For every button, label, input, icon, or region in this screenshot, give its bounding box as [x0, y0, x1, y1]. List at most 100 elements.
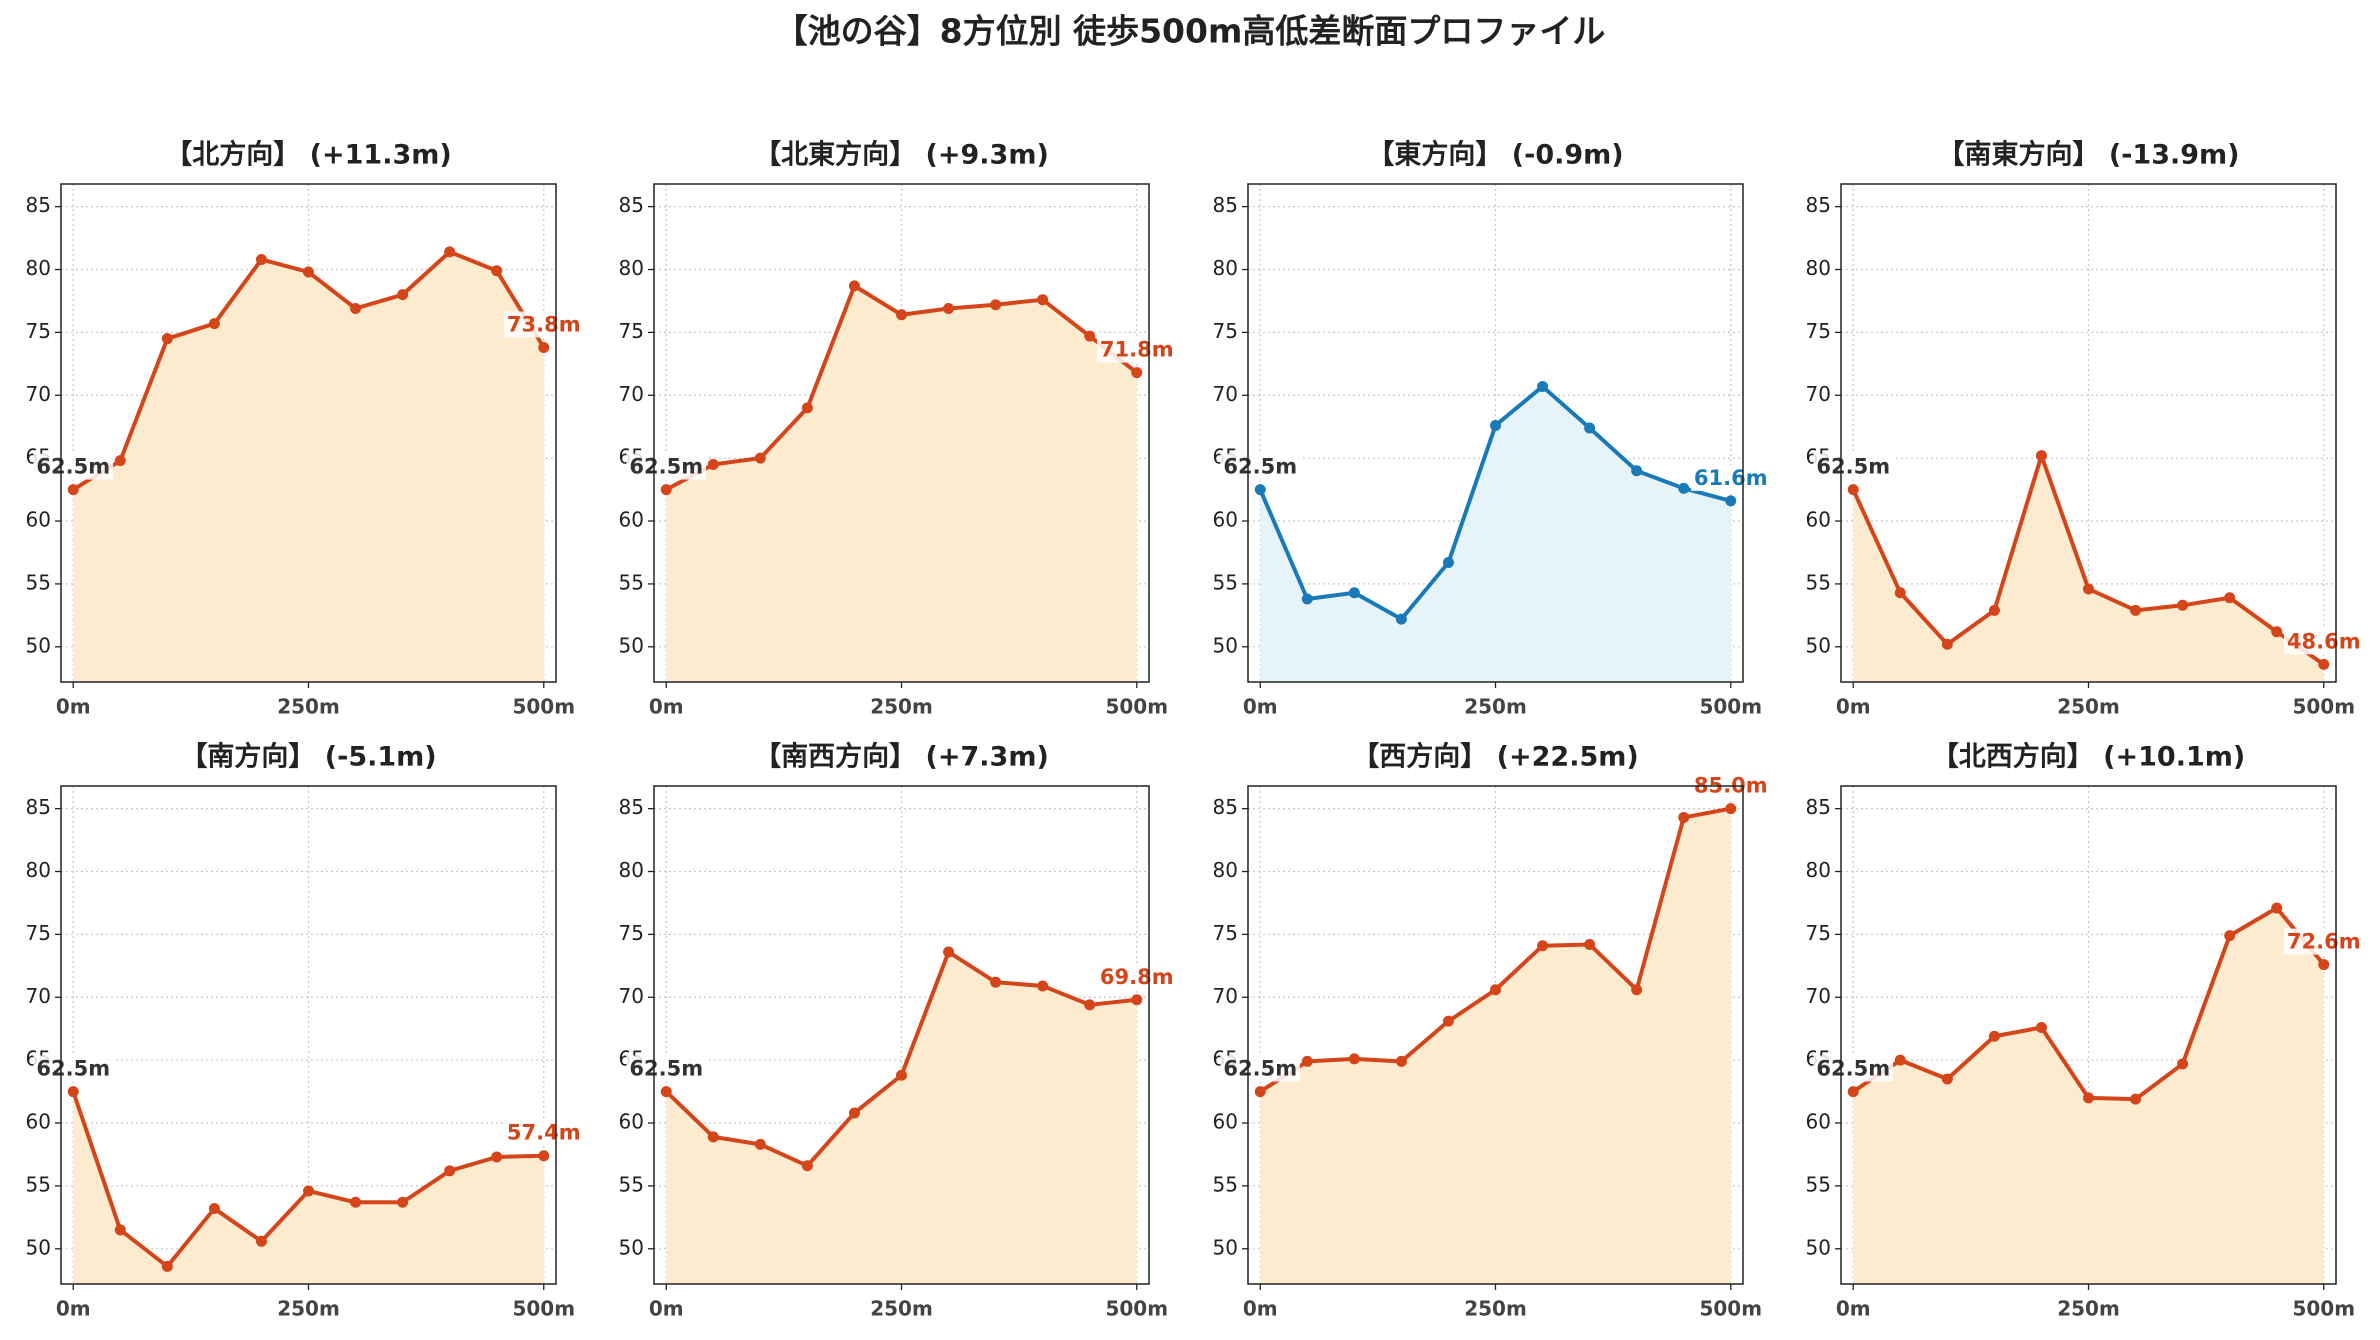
point [1084, 999, 1096, 1011]
value-label: 62.5m [36, 455, 110, 479]
y-tick-label: 75 [619, 921, 644, 945]
label-background [1096, 336, 1177, 363]
point [943, 946, 955, 958]
x-tick-label: 500m [2292, 1297, 2355, 1321]
y-tick-label: 55 [619, 570, 644, 594]
y-tick-label: 70 [26, 984, 51, 1008]
point [303, 266, 314, 278]
point [2130, 1093, 2142, 1105]
y-tick-label: 80 [1806, 256, 1831, 280]
label-background [2283, 928, 2364, 955]
point [1490, 984, 1501, 996]
point [1941, 638, 1953, 650]
subplot-title: 【北西方向】 (+10.1m) [1932, 741, 2245, 773]
subplot: 【南東方向】 (-13.9m)50556065707580850m250m500… [1806, 139, 2364, 719]
point [1678, 811, 1690, 823]
point [1442, 1015, 1454, 1027]
label-background [503, 311, 584, 338]
y-tick-label: 80 [26, 858, 51, 882]
point [1631, 984, 1643, 996]
y-tick-label: 85 [26, 795, 51, 819]
y-tick-label: 85 [1213, 795, 1238, 819]
x-tick-label: 0m [56, 1297, 91, 1321]
point [896, 309, 907, 321]
point [2177, 1058, 2189, 1070]
point [1678, 482, 1690, 494]
axes-frame [1840, 183, 2337, 683]
y-tick-label: 60 [1213, 1110, 1238, 1134]
x-tick-label: 0m [1243, 1297, 1278, 1321]
value-label: 73.8m [507, 312, 581, 336]
area [666, 285, 1137, 682]
area [1853, 455, 2324, 682]
label-background [1220, 1055, 1301, 1082]
y-tick-label: 70 [619, 984, 644, 1008]
point [990, 976, 1002, 988]
x-tick-label: 250m [870, 695, 933, 719]
y-tick-label: 60 [1806, 1110, 1831, 1134]
x-tick-label: 500m [1105, 695, 1168, 719]
point [303, 1185, 314, 1197]
point [1254, 484, 1266, 496]
subplot: 【西方向】 (+22.5m)50556065707580850m250m500m… [1213, 741, 1771, 1321]
value-label: 62.5m [1223, 1057, 1297, 1081]
x-tick-label: 500m [1105, 1297, 1168, 1321]
y-tick-label: 85 [1806, 795, 1831, 819]
value-label: 69.8m [1100, 965, 1174, 989]
x-tick-label: 500m [512, 1297, 575, 1321]
x-tick-label: 250m [870, 1297, 933, 1321]
point [2083, 1092, 2094, 1104]
point [2177, 599, 2189, 611]
point [255, 253, 267, 265]
x-tick-label: 500m [1699, 695, 1762, 719]
label-background [626, 1055, 707, 1082]
point [2224, 592, 2236, 604]
point [1894, 587, 1906, 599]
point [1894, 1054, 1906, 1066]
area [73, 251, 544, 682]
axes-frame [1247, 183, 1744, 683]
point [660, 1086, 672, 1098]
subplot: 【北東方向】 (+9.3m)50556065707580850m250m500m… [619, 139, 1177, 719]
point [491, 265, 503, 277]
y-tick-label: 70 [1806, 382, 1831, 406]
axes-frame [1247, 785, 1744, 1285]
y-tick-label: 50 [1213, 633, 1238, 657]
point [1301, 593, 1313, 605]
y-tick-label: 80 [1213, 256, 1238, 280]
y-tick-label: 55 [1213, 1172, 1238, 1196]
point [1254, 1086, 1266, 1098]
point [754, 452, 766, 464]
y-tick-label: 85 [1806, 193, 1831, 217]
value-label: 72.6m [2287, 930, 2361, 954]
point [801, 1160, 813, 1172]
y-tick-label: 70 [619, 382, 644, 406]
point [1131, 367, 1143, 379]
y-tick-label: 85 [619, 795, 644, 819]
value-label: 61.6m [1694, 466, 1768, 490]
x-tick-label: 250m [1464, 1297, 1527, 1321]
value-label: 62.5m [629, 1057, 703, 1081]
y-tick-label: 55 [1806, 570, 1831, 594]
value-label: 62.5m [1816, 455, 1890, 479]
y-tick-label: 55 [26, 570, 51, 594]
x-tick-label: 0m [56, 695, 91, 719]
value-label: 62.5m [1816, 1057, 1890, 1081]
x-tick-label: 500m [512, 695, 575, 719]
y-tick-label: 75 [26, 319, 51, 343]
area [73, 1091, 544, 1284]
y-tick-label: 80 [1806, 858, 1831, 882]
y-tick-label: 55 [619, 1172, 644, 1196]
figure-title: 【池の谷】8方位別 徒歩500m高低差断面プロファイル [775, 12, 1606, 51]
point [707, 458, 719, 470]
subplot-title: 【北東方向】 (+9.3m) [754, 139, 1049, 171]
point [350, 303, 362, 314]
subplot-title: 【南東方向】 (-13.9m) [1937, 139, 2239, 171]
point [1490, 419, 1501, 431]
point [1941, 1073, 1953, 1085]
point [2083, 583, 2094, 595]
point [67, 484, 79, 496]
point [801, 402, 813, 414]
value-label: 71.8m [1100, 338, 1174, 362]
point [350, 1196, 362, 1208]
